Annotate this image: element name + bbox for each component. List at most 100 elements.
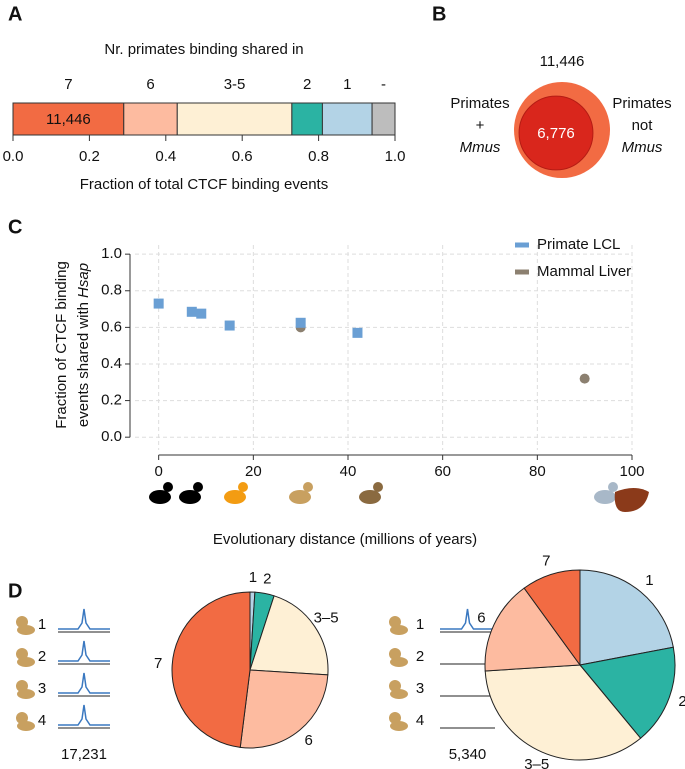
monkey-icon	[17, 689, 35, 699]
monkey-icon	[16, 712, 28, 724]
x-tick-label: 80	[529, 463, 546, 480]
legend-label: Mammal Liver	[537, 263, 631, 280]
pie-slice	[523, 569, 581, 667]
pie-label: 7	[154, 655, 162, 672]
monkey-icon	[16, 648, 28, 660]
x-tick-label: 0.8	[308, 148, 329, 165]
species-icon	[149, 490, 171, 504]
y-tick-label: 1.0	[101, 245, 122, 262]
monkey-icon	[16, 616, 28, 628]
point	[196, 308, 207, 319]
y-tick-label: 0.8	[101, 282, 122, 299]
individual-label: 1	[38, 616, 46, 633]
pie-label: 7	[542, 552, 550, 569]
peak-trace	[58, 640, 110, 662]
x-tick-label: 0.6	[232, 148, 253, 165]
segment-label: 6	[146, 76, 154, 93]
x-tick-label: 0.0	[3, 148, 24, 165]
inner-count: 6,776	[537, 125, 575, 142]
individual-label: 4	[38, 712, 46, 729]
species-icon	[224, 490, 246, 504]
x-tick-label: 0	[154, 463, 162, 480]
outer-count: 11,446	[540, 53, 585, 70]
bar-segment	[291, 102, 323, 136]
point	[224, 320, 235, 331]
individual-label: 1	[416, 616, 424, 633]
species-icon	[303, 482, 313, 492]
point	[153, 298, 164, 309]
venn-label: Mmus	[460, 139, 501, 156]
y-axis-label: events shared with Hsap	[75, 263, 92, 427]
pie-label: 3–5	[314, 609, 339, 626]
monkey-icon	[389, 648, 401, 660]
monkey-icon	[390, 721, 408, 731]
point	[186, 306, 197, 317]
pie-slice	[249, 595, 329, 676]
individual-label: 2	[38, 648, 46, 665]
y-tick-label: 0.0	[101, 428, 122, 445]
monkey-icon	[389, 680, 401, 692]
pie-label: 2	[678, 693, 685, 710]
x-tick-label: 0.2	[79, 148, 100, 165]
segment-label: -	[381, 76, 386, 93]
venn-label: Mmus	[622, 139, 663, 156]
bar-segment	[371, 102, 396, 136]
peak-trace	[58, 704, 110, 726]
individual-label: 3	[416, 680, 424, 697]
panel-label: B	[432, 3, 446, 25]
individual-label: 4	[416, 712, 424, 729]
total-count: 5,340	[449, 746, 487, 763]
monkey-icon	[17, 625, 35, 635]
pie-slice	[484, 664, 642, 761]
monkey-icon	[17, 721, 35, 731]
pie-label: 1	[645, 572, 653, 589]
pie-slice	[239, 669, 329, 749]
y-tick-label: 0.4	[101, 355, 122, 372]
x-axis-label: Fraction of total CTCF binding events	[80, 176, 328, 193]
individual-label: 2	[416, 648, 424, 665]
bar-segment	[12, 102, 125, 136]
point	[579, 373, 590, 384]
bar-segment	[123, 102, 178, 136]
species-icon	[289, 490, 311, 504]
venn-label: Primates	[612, 95, 671, 112]
point	[352, 327, 363, 338]
segment-label: 7	[64, 76, 72, 93]
monkey-icon	[390, 625, 408, 635]
species-icon	[238, 482, 248, 492]
monkey-icon	[16, 680, 28, 692]
monkey-icon	[390, 689, 408, 699]
y-axis-label-part: Hsap	[75, 263, 92, 298]
venn-inner	[518, 95, 594, 171]
x-tick-label: 0.4	[155, 148, 176, 165]
monkey-icon	[17, 657, 35, 667]
monkey-icon	[389, 712, 401, 724]
point	[295, 317, 306, 328]
peak-trace	[440, 608, 495, 630]
pie-slice	[171, 591, 251, 748]
y-axis-label: Fraction of CTCF binding	[53, 261, 70, 429]
total-count: 17,231	[61, 746, 107, 763]
species-icon	[373, 482, 383, 492]
y-tick-label: 0.2	[101, 392, 122, 409]
venn-label: +	[476, 117, 485, 134]
segment-label: 3-5	[224, 76, 246, 93]
chart-title: Nr. primates binding shared in	[104, 41, 303, 58]
pie-label: 2	[263, 571, 271, 588]
venn-label: not	[632, 117, 654, 134]
peak-trace	[58, 608, 110, 630]
pie-label: 6	[477, 610, 485, 627]
species-icon	[594, 490, 616, 504]
species-icon	[608, 482, 618, 492]
x-tick-label: 40	[340, 463, 357, 480]
species-icon	[163, 482, 173, 492]
x-axis-label: Evolutionary distance (millions of years…	[213, 531, 477, 548]
pie-label: 3–5	[524, 756, 549, 769]
x-tick-label: 60	[434, 463, 451, 480]
legend-label: Primate LCL	[537, 236, 620, 253]
species-icon	[179, 490, 201, 504]
bar-segment	[321, 102, 373, 136]
segment-label: 2	[303, 76, 311, 93]
species-icon	[359, 490, 381, 504]
